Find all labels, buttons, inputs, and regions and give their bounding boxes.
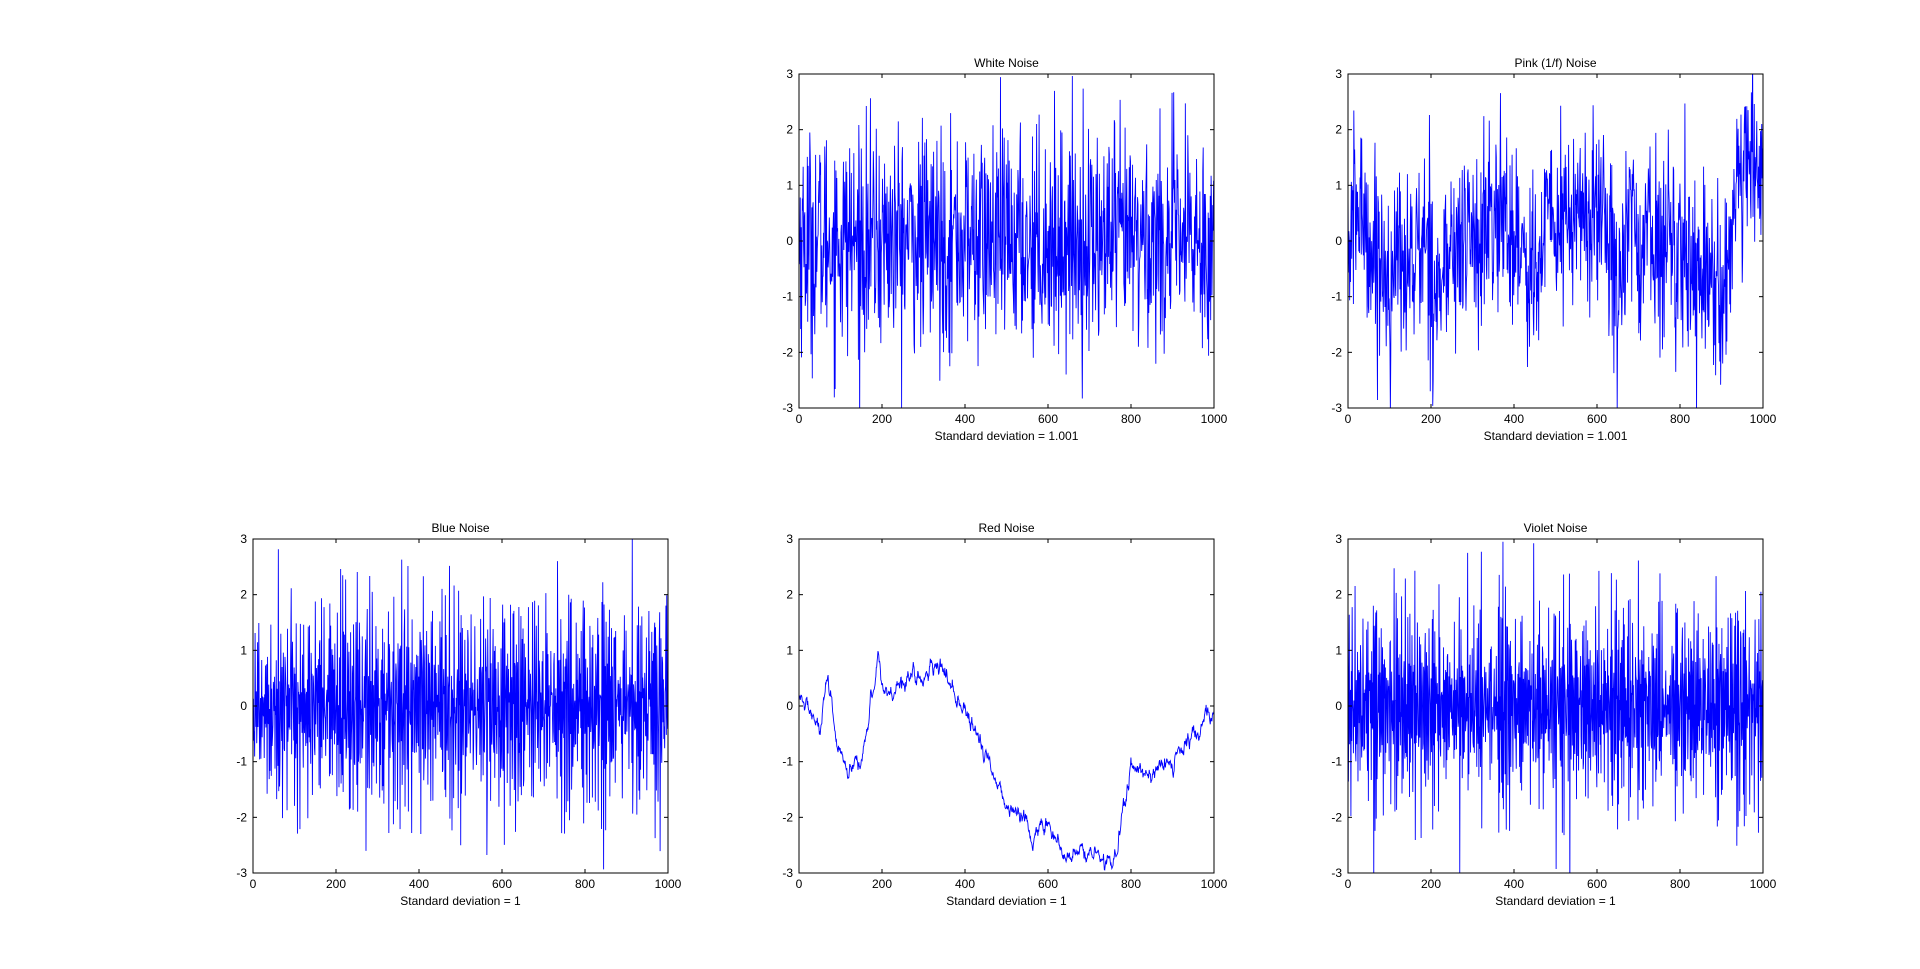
- y-tick-label: -3: [236, 866, 247, 880]
- x-tick-label: 600: [492, 877, 512, 891]
- y-tick-label: 2: [1335, 588, 1342, 602]
- y-tick-label: 1: [1335, 178, 1342, 192]
- x-tick-label: 800: [1670, 412, 1690, 426]
- y-tick-label: 3: [1335, 67, 1342, 81]
- x-tick-label: 600: [1587, 412, 1607, 426]
- x-tick-label: 400: [1504, 412, 1524, 426]
- y-tick-label: 0: [786, 234, 793, 248]
- x-tick-label: 800: [575, 877, 595, 891]
- y-tick-label: -2: [782, 810, 793, 824]
- y-tick-label: -2: [1331, 345, 1342, 359]
- subplot-3: 0 200 400 600 800 1000 -3 -2 -1 0 1 2 3 Blue Noise Sta…: [236, 521, 681, 908]
- y-tick-label: -3: [782, 401, 793, 415]
- y-tick-label: 0: [786, 699, 793, 713]
- series-line: [799, 75, 1214, 408]
- x-tick-label: 600: [1587, 877, 1607, 891]
- x-tick-label: 600: [1038, 412, 1058, 426]
- y-tick-label: -1: [1331, 755, 1342, 769]
- y-tick-label: 2: [786, 123, 793, 137]
- subplot-5: 0 200 400 600 800 1000 -3 -2 -1 0 1 2 3 Violet Noise S…: [1331, 521, 1777, 908]
- y-tick-label: 1: [786, 643, 793, 657]
- x-tick-label: 1000: [1750, 412, 1777, 426]
- y-tick-label: 0: [1335, 234, 1342, 248]
- y-tick-label: -2: [782, 345, 793, 359]
- x-tick-label: 0: [1345, 412, 1352, 426]
- x-tick-label: 400: [1504, 877, 1524, 891]
- x-tick-label: 1000: [1750, 877, 1777, 891]
- x-tick-label: 200: [872, 412, 892, 426]
- x-tick-label: 1000: [655, 877, 682, 891]
- chart-title: White Noise: [974, 56, 1039, 70]
- subplot-4: 0 200 400 600 800 1000 -3 -2 -1 0 1 2 3 Red Noise Stan…: [782, 521, 1227, 908]
- x-tick-label: 400: [955, 412, 975, 426]
- series-line: [1348, 541, 1763, 873]
- subplot-1: 0 200 400 600 800 1000 -3 -2 -1 0 1 2 3 White Noise St…: [782, 56, 1227, 443]
- y-tick-label: -3: [782, 866, 793, 880]
- y-tick-label: 0: [1335, 699, 1342, 713]
- x-tick-label: 0: [250, 877, 257, 891]
- chart-title: Pink (1/f) Noise: [1514, 56, 1596, 70]
- y-tick-label: 2: [786, 588, 793, 602]
- x-axis-label: Standard deviation = 1: [1495, 894, 1616, 908]
- y-tick-label: -1: [782, 755, 793, 769]
- x-tick-label: 0: [1345, 877, 1352, 891]
- x-axis-label: Standard deviation = 1.001: [935, 429, 1079, 443]
- x-tick-label: 1000: [1201, 877, 1228, 891]
- x-tick-label: 200: [1421, 412, 1441, 426]
- chart-title: Red Noise: [978, 521, 1034, 535]
- x-tick-label: 200: [326, 877, 346, 891]
- y-tick-label: -1: [782, 290, 793, 304]
- x-axis-label: Standard deviation = 1: [400, 894, 521, 908]
- y-tick-label: -2: [236, 810, 247, 824]
- x-tick-label: 400: [955, 877, 975, 891]
- x-tick-label: 800: [1121, 877, 1141, 891]
- x-tick-label: 200: [1421, 877, 1441, 891]
- x-tick-label: 0: [796, 877, 803, 891]
- x-tick-label: 0: [796, 412, 803, 426]
- series-line: [799, 651, 1214, 871]
- y-tick-label: -1: [1331, 290, 1342, 304]
- x-tick-label: 400: [409, 877, 429, 891]
- x-tick-label: 800: [1121, 412, 1141, 426]
- subplot-2: 0 200 400 600 800 1000 -3 -2 -1 0 1 2 3 Pink (1/f) No…: [1331, 56, 1777, 443]
- chart-title: Blue Noise: [431, 521, 489, 535]
- y-tick-label: -2: [1331, 810, 1342, 824]
- x-axis-label: Standard deviation = 1: [946, 894, 1067, 908]
- x-tick-label: 1000: [1201, 412, 1228, 426]
- axes-box: [798, 538, 1215, 874]
- y-tick-label: 1: [240, 643, 247, 657]
- x-tick-label: 200: [872, 877, 892, 891]
- y-tick-label: -3: [1331, 866, 1342, 880]
- y-tick-label: 3: [240, 532, 247, 546]
- y-tick-label: -3: [1331, 401, 1342, 415]
- y-tick-label: 2: [1335, 123, 1342, 137]
- x-tick-label: 800: [1670, 877, 1690, 891]
- y-tick-label: 3: [786, 532, 793, 546]
- y-tick-label: 1: [1335, 643, 1342, 657]
- y-tick-label: 2: [240, 588, 247, 602]
- x-tick-label: 600: [1038, 877, 1058, 891]
- chart-title: Violet Noise: [1524, 521, 1588, 535]
- series-line: [1348, 74, 1763, 408]
- y-tick-label: 3: [1335, 532, 1342, 546]
- y-tick-label: 0: [240, 699, 247, 713]
- y-tick-label: -1: [236, 755, 247, 769]
- y-tick-label: 1: [786, 178, 793, 192]
- series-line: [253, 539, 668, 870]
- x-axis-label: Standard deviation = 1.001: [1484, 429, 1628, 443]
- y-tick-label: 3: [786, 67, 793, 81]
